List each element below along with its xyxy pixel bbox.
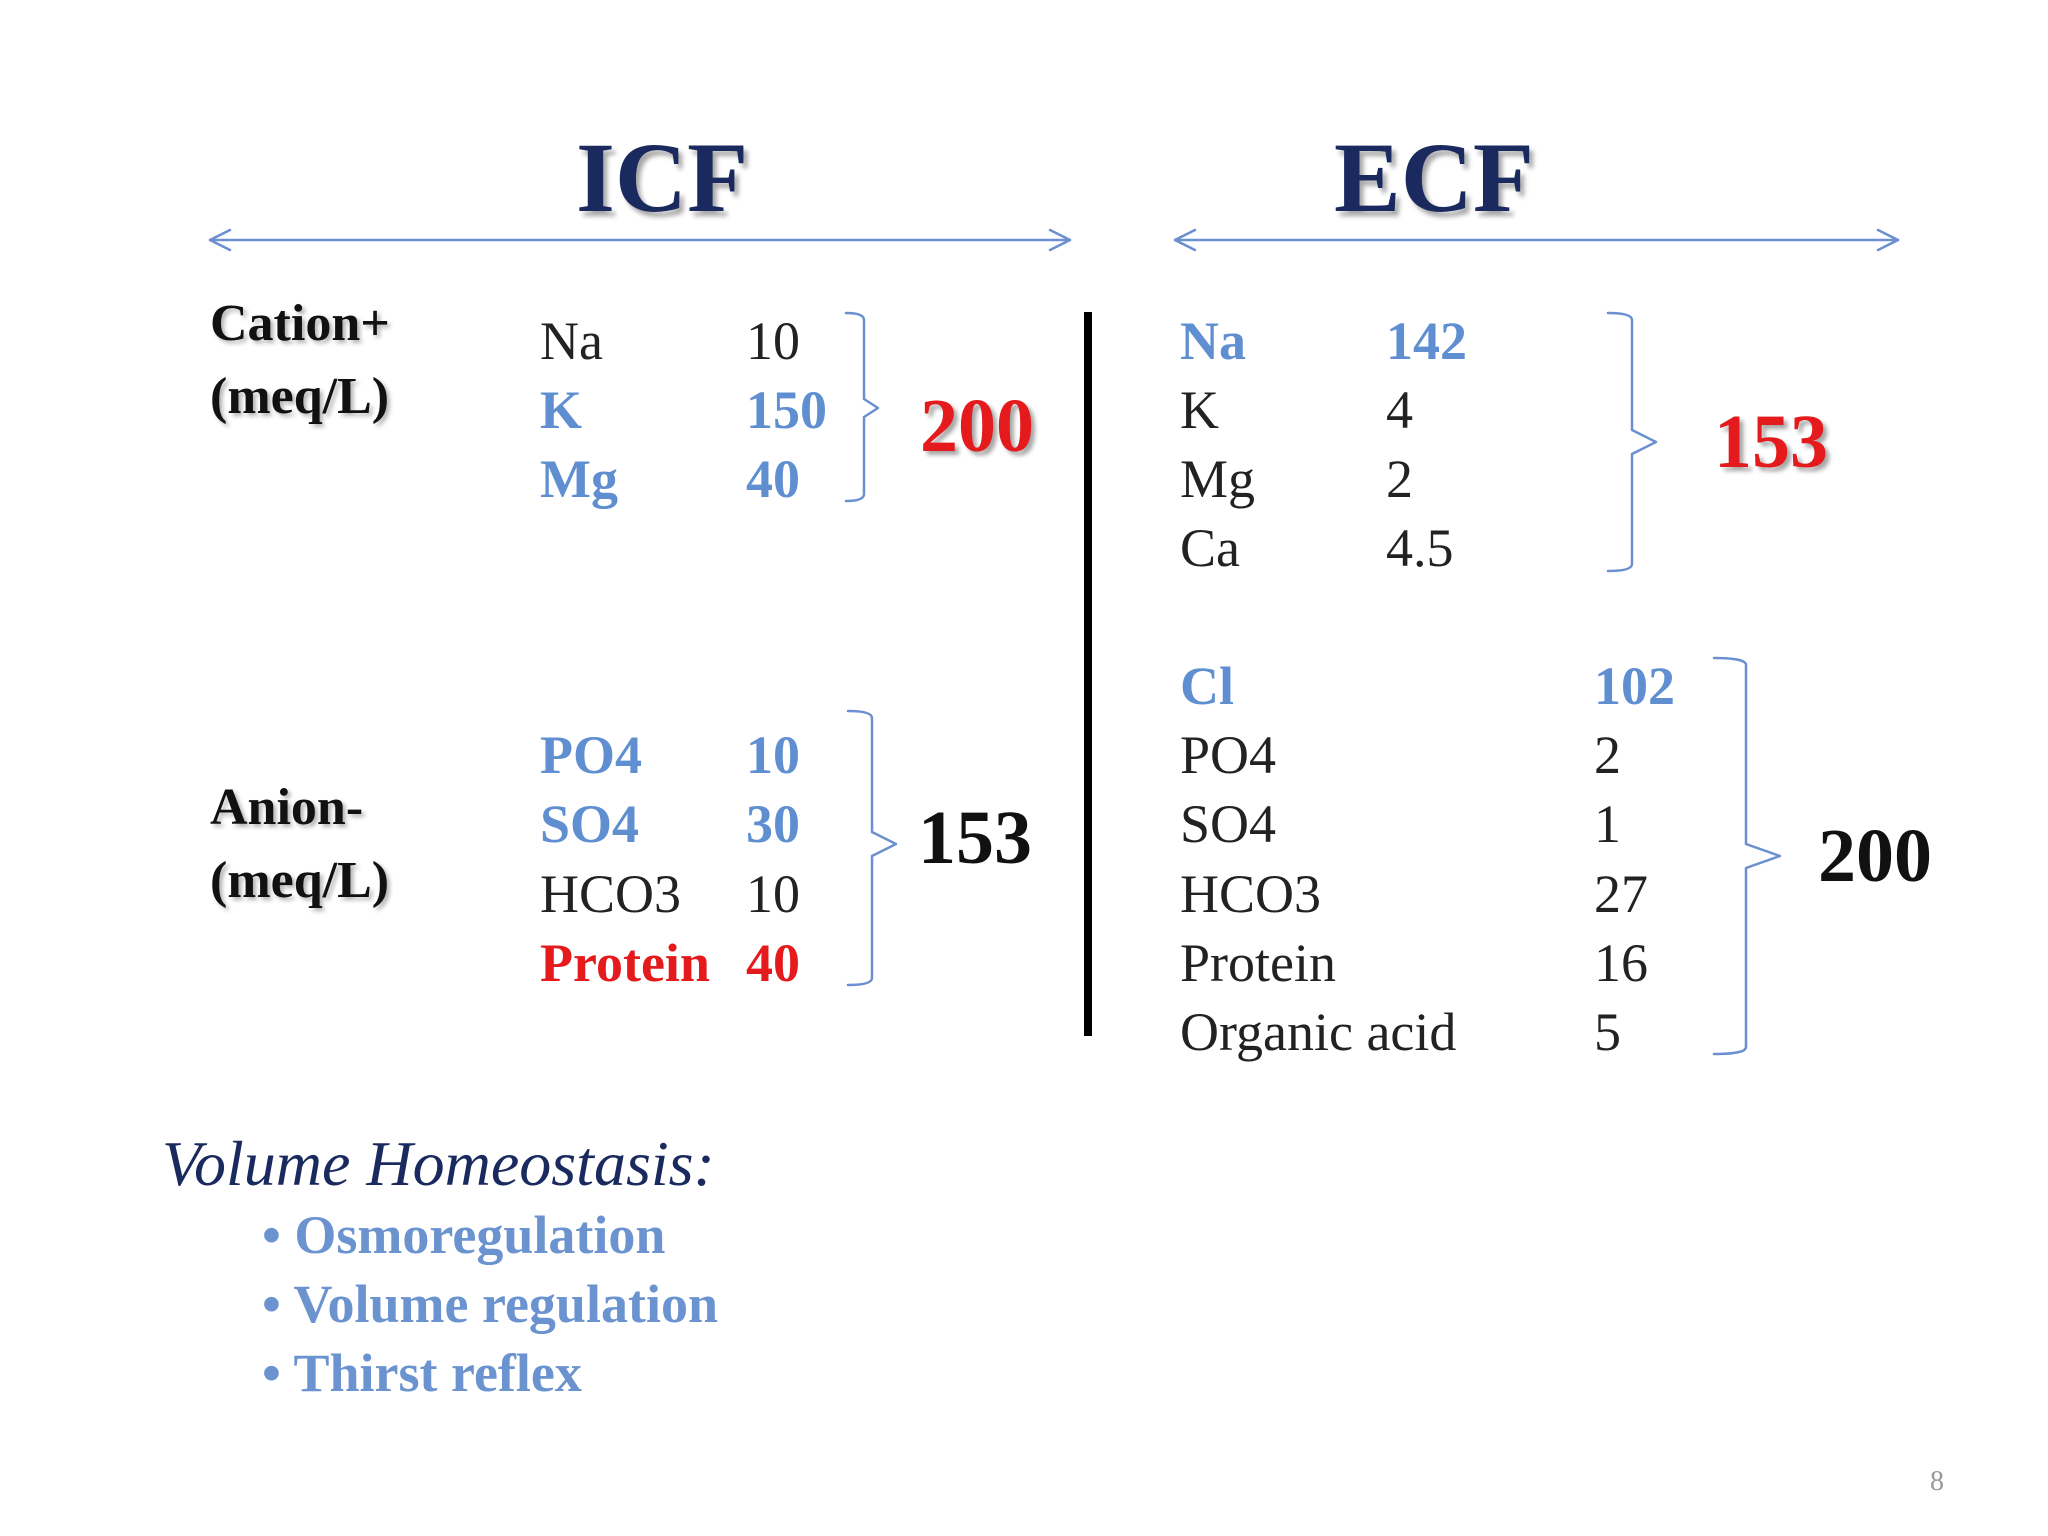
- anion-label: Anion- (meq/L): [210, 772, 389, 918]
- ecf-cation-name: Mg: [1180, 449, 1256, 509]
- bullet-text: Thirst reflex: [293, 1343, 582, 1403]
- ecf-anion-name: Protein: [1180, 933, 1336, 993]
- ecf-anion-name: SO4: [1180, 794, 1277, 854]
- bullet-text: Volume regulation: [293, 1274, 718, 1334]
- icf-anion-value: 40: [746, 933, 800, 993]
- anion-label-line2: (meq/L): [210, 851, 390, 909]
- ecf-anion-name: Cl: [1180, 656, 1234, 716]
- bullet-glyph: •: [262, 1205, 281, 1265]
- cation-label-line1: Cation+: [210, 295, 390, 352]
- icf-cation-bracket: [844, 311, 880, 503]
- icf-anion-value: 10: [746, 725, 800, 785]
- cation-label-line2: (meq/L): [210, 367, 390, 425]
- ecf-cation-name: Ca: [1180, 518, 1240, 578]
- volume-homeostasis-title: Volume Homeostasis:: [162, 1128, 715, 1199]
- anion-label-line1: Anion-: [210, 779, 364, 836]
- icf-cation-value: 10: [746, 311, 800, 371]
- ecf-anion-value: 16: [1594, 933, 1648, 993]
- icf-anion-bracket: [846, 709, 898, 987]
- icf-cation-name: Mg: [540, 449, 618, 509]
- bullet-item-thirst-reflex: • Thirst reflex: [262, 1346, 582, 1400]
- bullet-glyph: •: [262, 1274, 281, 1334]
- icf-anion-total: 153: [918, 796, 1032, 880]
- ecf-cation-value: 142: [1386, 311, 1467, 371]
- bullet-item-volume-regulation: • Volume regulation: [262, 1277, 718, 1331]
- ecf-anion-name: HCO3: [1180, 864, 1322, 924]
- ecf-cation-name: Na: [1180, 311, 1246, 371]
- ecf-anion-bracket: [1712, 656, 1782, 1056]
- ecf-anion-name: Organic acid: [1180, 1002, 1457, 1062]
- ecf-cation-value: 4: [1386, 380, 1413, 440]
- ecf-anion-name: PO4: [1180, 725, 1277, 785]
- icf-anion-name: PO4: [540, 725, 642, 785]
- bullet-item-osmoregulation: • Osmoregulation: [262, 1208, 665, 1262]
- icf-anion-value: 10: [746, 864, 800, 924]
- ecf-cation-name: K: [1180, 380, 1219, 440]
- ecf-heading: ECF: [1334, 122, 1534, 233]
- icf-cation-value: 150: [746, 380, 827, 440]
- ecf-cation-value: 2: [1386, 449, 1413, 509]
- ecf-cation-total: 153: [1714, 400, 1828, 484]
- icf-anion-name: Protein: [540, 933, 710, 993]
- icf-cation-name: Na: [540, 311, 603, 371]
- icf-double-arrow: [208, 228, 1072, 252]
- ecf-anion-total: 200: [1818, 814, 1932, 898]
- ecf-anion-value: 5: [1594, 1002, 1621, 1062]
- cation-label: Cation+ (meq/L): [210, 288, 390, 434]
- icf-heading: ICF: [576, 122, 749, 233]
- ecf-anion-value: 27: [1594, 864, 1648, 924]
- ecf-anion-value: 1: [1594, 794, 1621, 854]
- bullet-glyph: •: [262, 1343, 281, 1403]
- ecf-anion-value: 102: [1594, 656, 1675, 716]
- page-number: 8: [1930, 1466, 1944, 1497]
- icf-cation-value: 40: [746, 449, 800, 509]
- icf-anion-name: HCO3: [540, 864, 682, 924]
- icf-cation-total: 200: [920, 384, 1034, 468]
- icf-anion-name: SO4: [540, 794, 640, 854]
- ecf-cation-value: 4.5: [1386, 518, 1454, 578]
- ecf-cation-bracket: [1606, 311, 1658, 573]
- bullet-text: Osmoregulation: [294, 1205, 666, 1265]
- ecf-anion-value: 2: [1594, 725, 1621, 785]
- ecf-double-arrow: [1173, 228, 1900, 252]
- icf-anion-value: 30: [746, 794, 800, 854]
- icf-cation-name: K: [540, 380, 583, 440]
